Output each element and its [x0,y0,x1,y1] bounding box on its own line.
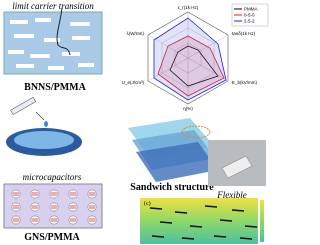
legend-label: 2-5-2 [244,19,255,24]
fillers [149,205,258,240]
capacitor [49,202,59,212]
caption: microcapacitors [23,172,82,182]
radar-axis-label: E_b(kV/mm) [232,80,258,85]
dish-film [14,131,74,149]
syringe [10,96,48,127]
capacitor [87,189,97,199]
radar [147,11,229,105]
capacitor [49,215,59,225]
capacitor [11,189,21,199]
panel-label: (c) [144,200,151,207]
radar-axis-label: ε_r(1k Hz) [178,5,199,10]
filler [231,209,245,212]
filler [189,225,203,228]
filler [204,205,218,208]
filler [213,235,227,238]
filler [219,219,233,222]
filler [151,235,165,238]
capacitor [68,202,78,212]
label: GNS/PMMA [24,232,80,243]
caption: limit carrier transition [12,1,94,11]
filler [149,207,163,210]
colorbar [260,200,264,242]
capacitor [11,202,21,212]
filler [244,225,258,228]
filler [239,237,253,240]
capacitor [30,215,40,225]
capacitor [30,202,40,212]
legend-label: PMMA [244,7,258,12]
legend-label: 0-5-0 [244,13,255,18]
capacitor [49,189,59,199]
sandwich [128,118,218,182]
label: Sandwich structure [130,182,214,193]
film [221,155,253,179]
carrier-path [56,7,71,56]
bnns-sheets [8,18,94,70]
caption: Flexible [216,190,246,200]
capacitor [87,215,97,225]
capacitor [11,215,21,225]
capacitor [87,202,97,212]
radar-axis-label: η(%) [183,106,193,111]
radar-axis-label: λ(W/mK) [127,31,145,36]
capacitor [68,215,78,225]
capacitors [11,189,97,225]
capacitor [30,189,40,199]
filler [174,211,188,214]
filler [159,221,173,224]
figure: limit carrier transition BNNS/PMMA ε_r(1… [3,1,269,244]
capacitor [68,189,78,199]
radar-axis-label: tanδ(1k Hz) [232,31,256,36]
filler [181,237,195,240]
radar-axis-label: U_e(J/cm³) [122,80,145,85]
label: BNNS/PMMA [24,82,86,93]
